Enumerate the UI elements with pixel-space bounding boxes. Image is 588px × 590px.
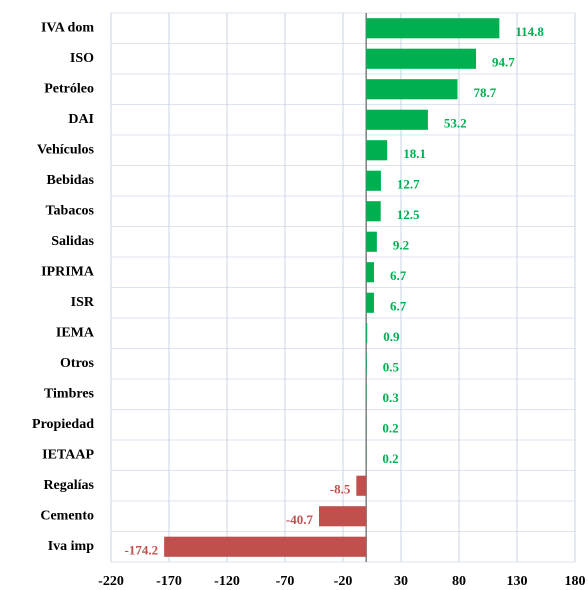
y-tick-label: Vehículos	[37, 142, 95, 157]
y-tick-label: IPRIMA	[41, 264, 95, 279]
y-tick-label: IETAAP	[42, 447, 94, 462]
y-tick-label: IEMA	[56, 325, 95, 340]
bar	[366, 231, 377, 252]
y-tick-label: Tabacos	[45, 203, 94, 218]
y-tick-label: Timbres	[44, 386, 95, 401]
value-label: -8.5	[330, 482, 351, 497]
y-tick-label: Cemento	[40, 508, 94, 523]
y-tick-label: DAI	[68, 112, 94, 127]
bar	[366, 201, 381, 222]
value-label: 9.2	[393, 238, 409, 253]
x-tick-label: 30	[394, 574, 408, 589]
bar	[366, 109, 428, 130]
bar	[366, 170, 381, 191]
x-tick-label: -70	[276, 574, 295, 589]
y-tick-label: ISO	[70, 51, 94, 66]
y-tick-label: Salidas	[51, 234, 94, 249]
value-label: 0.2	[382, 451, 398, 466]
value-label: 0.2	[382, 421, 398, 436]
y-tick-label: IVA dom	[41, 20, 94, 35]
bar	[366, 353, 367, 374]
value-label: 53.2	[444, 116, 467, 131]
x-tick-label: -20	[334, 574, 353, 589]
y-tick-label: Otros	[60, 356, 95, 371]
bar	[356, 475, 367, 496]
bar	[318, 506, 367, 527]
bar	[164, 536, 367, 557]
bar	[366, 323, 368, 344]
value-label: 12.7	[397, 177, 420, 192]
x-tick-label: -120	[214, 574, 240, 589]
x-tick-label: 180	[565, 574, 586, 589]
value-label: 12.5	[397, 207, 420, 222]
bar	[366, 140, 388, 161]
value-label: 94.7	[492, 55, 515, 70]
value-label: -174.2	[125, 543, 159, 558]
value-label: 18.1	[403, 146, 426, 161]
value-label: 6.7	[390, 299, 407, 314]
y-tick-label: Bebidas	[47, 173, 95, 188]
y-tick-label: ISR	[71, 295, 95, 310]
y-tick-label: Iva imp	[48, 539, 95, 554]
value-label: 0.3	[383, 390, 400, 405]
bar	[366, 79, 458, 100]
value-label: 78.7	[473, 85, 496, 100]
value-label: 0.5	[383, 360, 400, 375]
bar	[366, 48, 477, 69]
value-label: -40.7	[286, 512, 314, 527]
bar	[366, 18, 500, 39]
bar	[366, 262, 374, 283]
value-label: 0.9	[383, 329, 400, 344]
value-label: 114.8	[515, 24, 544, 39]
x-tick-label: 80	[452, 574, 466, 589]
bar	[366, 292, 374, 313]
y-tick-label: Regalías	[43, 478, 94, 493]
y-tick-label: Petróleo	[44, 81, 94, 96]
y-tick-label: Propiedad	[32, 417, 94, 432]
x-tick-label: -220	[98, 574, 124, 589]
value-label: 6.7	[390, 268, 407, 283]
x-tick-label: 130	[507, 574, 528, 589]
x-tick-label: -170	[156, 574, 182, 589]
